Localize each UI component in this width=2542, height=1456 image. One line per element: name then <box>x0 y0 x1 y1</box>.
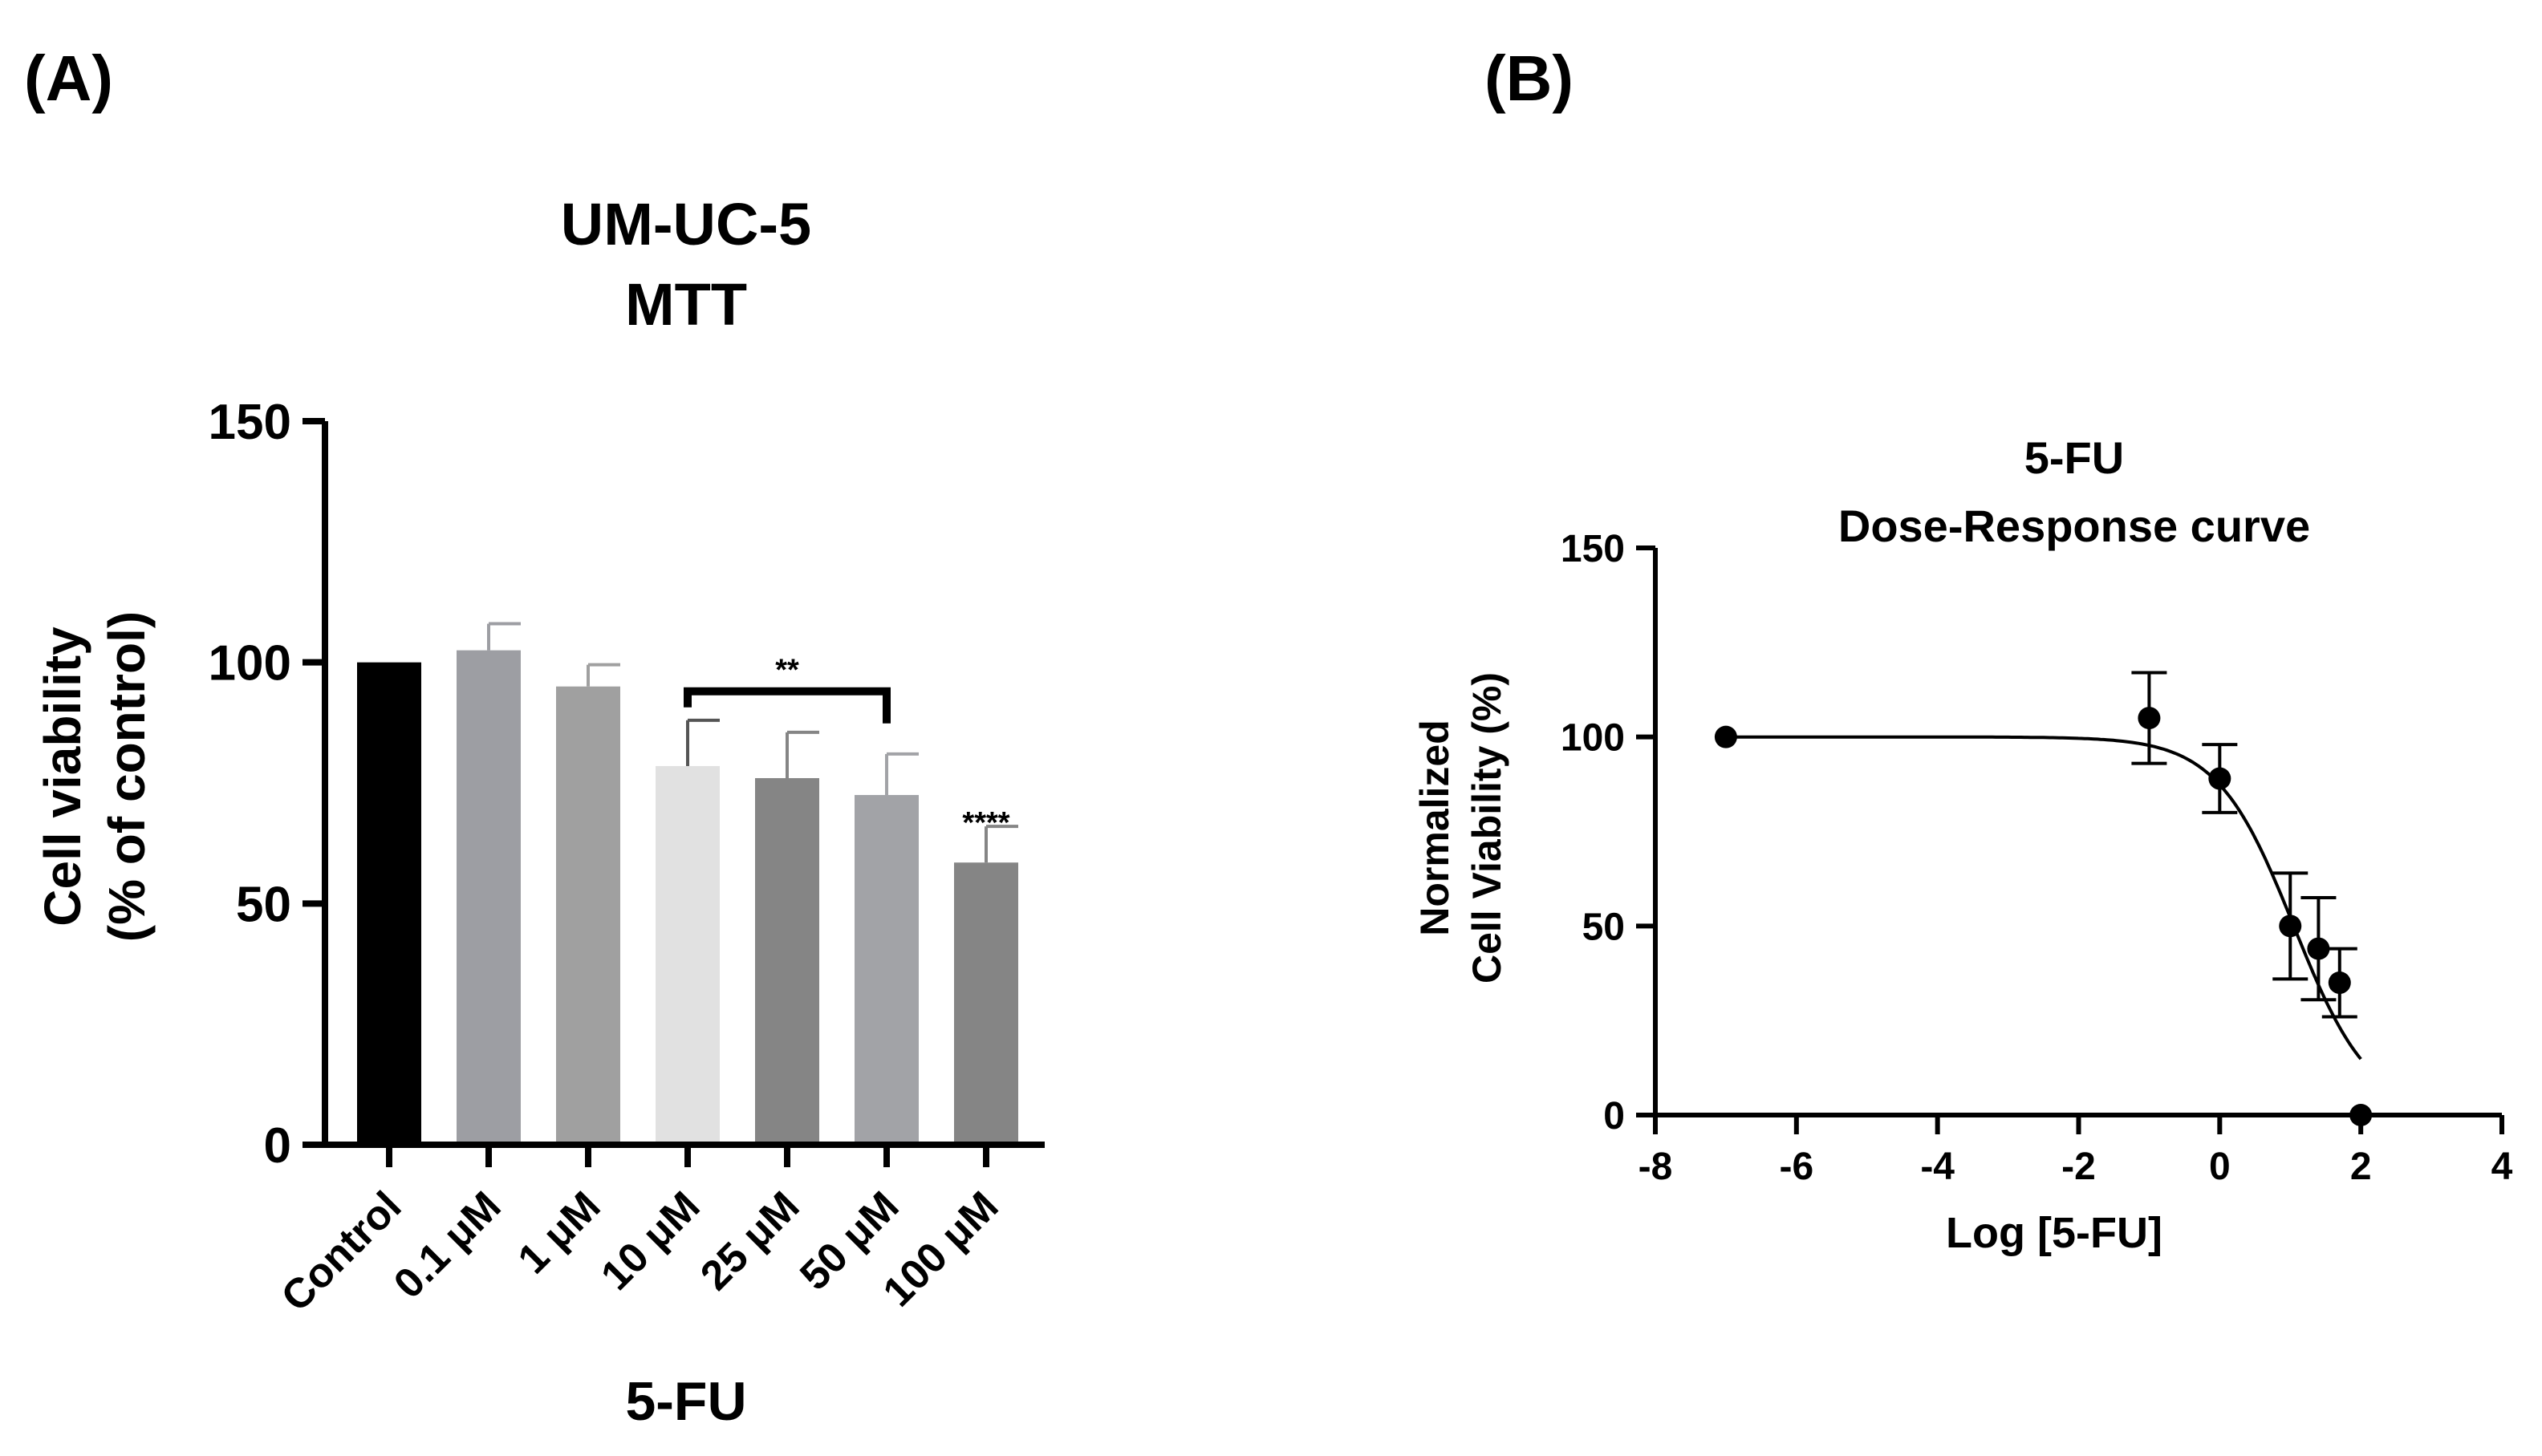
x-tick-label: 25 μM <box>692 1182 808 1299</box>
panel-label-a: (A) <box>24 43 113 114</box>
dose-response-ylabel-units: Cell Viability (%) <box>1464 672 1509 984</box>
x-tick-label: 0 <box>2209 1146 2231 1188</box>
y-tick-label: 50 <box>1582 906 1625 948</box>
x-tick-label: 10 μM <box>592 1182 709 1299</box>
y-tick-label: 150 <box>209 395 291 450</box>
bar-chart-subtitle: MTT <box>625 271 747 338</box>
significance-bracket <box>684 687 891 724</box>
bar <box>755 777 819 1145</box>
bar <box>457 650 521 1145</box>
x-tick-label: 2 <box>2350 1146 2372 1188</box>
x-tick-label: 0.1 μM <box>385 1182 510 1307</box>
bar-chart-ylabel-units: (% of control) <box>98 611 156 942</box>
data-point <box>2208 767 2231 790</box>
dose-response-ylabel: Normalized <box>1412 720 1457 936</box>
bar-chart-ylabel: Cell viability <box>34 627 91 927</box>
bar <box>954 862 1018 1145</box>
dose-response-chart: 5-FU Dose-Response curve Normalized Cell… <box>1412 432 2513 1257</box>
dose-response-subtitle: Dose-Response curve <box>1838 501 2310 551</box>
y-tick-label: 0 <box>264 1118 291 1174</box>
y-tick-label: 100 <box>1561 717 1625 760</box>
x-tick-label: -4 <box>1920 1146 1955 1188</box>
bar <box>656 765 720 1145</box>
bar <box>357 662 421 1145</box>
data-point <box>2328 971 2351 995</box>
y-tick-label: 50 <box>236 877 291 932</box>
data-point <box>1714 725 1737 748</box>
x-tick-label: -6 <box>1779 1146 1813 1188</box>
dose-response-xlabel: Log [5-FU] <box>1946 1209 2162 1257</box>
x-tick-label: 4 <box>2491 1146 2513 1188</box>
significance-label: ** <box>775 654 799 687</box>
bar <box>556 686 620 1145</box>
bar-chart-xlabel: 5-FU <box>625 1371 746 1432</box>
x-tick-label: -8 <box>1638 1146 1673 1188</box>
fit-curve <box>1725 735 2362 1061</box>
data-point <box>2138 707 2161 730</box>
dose-response-title: 5-FU <box>2024 432 2124 483</box>
data-point <box>2349 1104 2373 1126</box>
data-point <box>2279 915 2302 938</box>
panel-label-b: (B) <box>1484 43 1574 114</box>
data-point <box>2307 937 2330 960</box>
y-tick-label: 0 <box>1603 1095 1625 1138</box>
y-tick-label: 150 <box>1561 528 1625 570</box>
x-tick-label: Control <box>273 1182 411 1320</box>
bar-chart-title: UM-UC-5 <box>561 191 811 258</box>
significance-label: **** <box>962 806 1009 840</box>
y-tick-label: 100 <box>209 636 291 691</box>
bar-chart: UM-UC-5 MTT Cell viability (% of control… <box>34 191 1045 1432</box>
x-tick-label: -2 <box>2061 1146 2096 1188</box>
bar <box>855 795 919 1145</box>
